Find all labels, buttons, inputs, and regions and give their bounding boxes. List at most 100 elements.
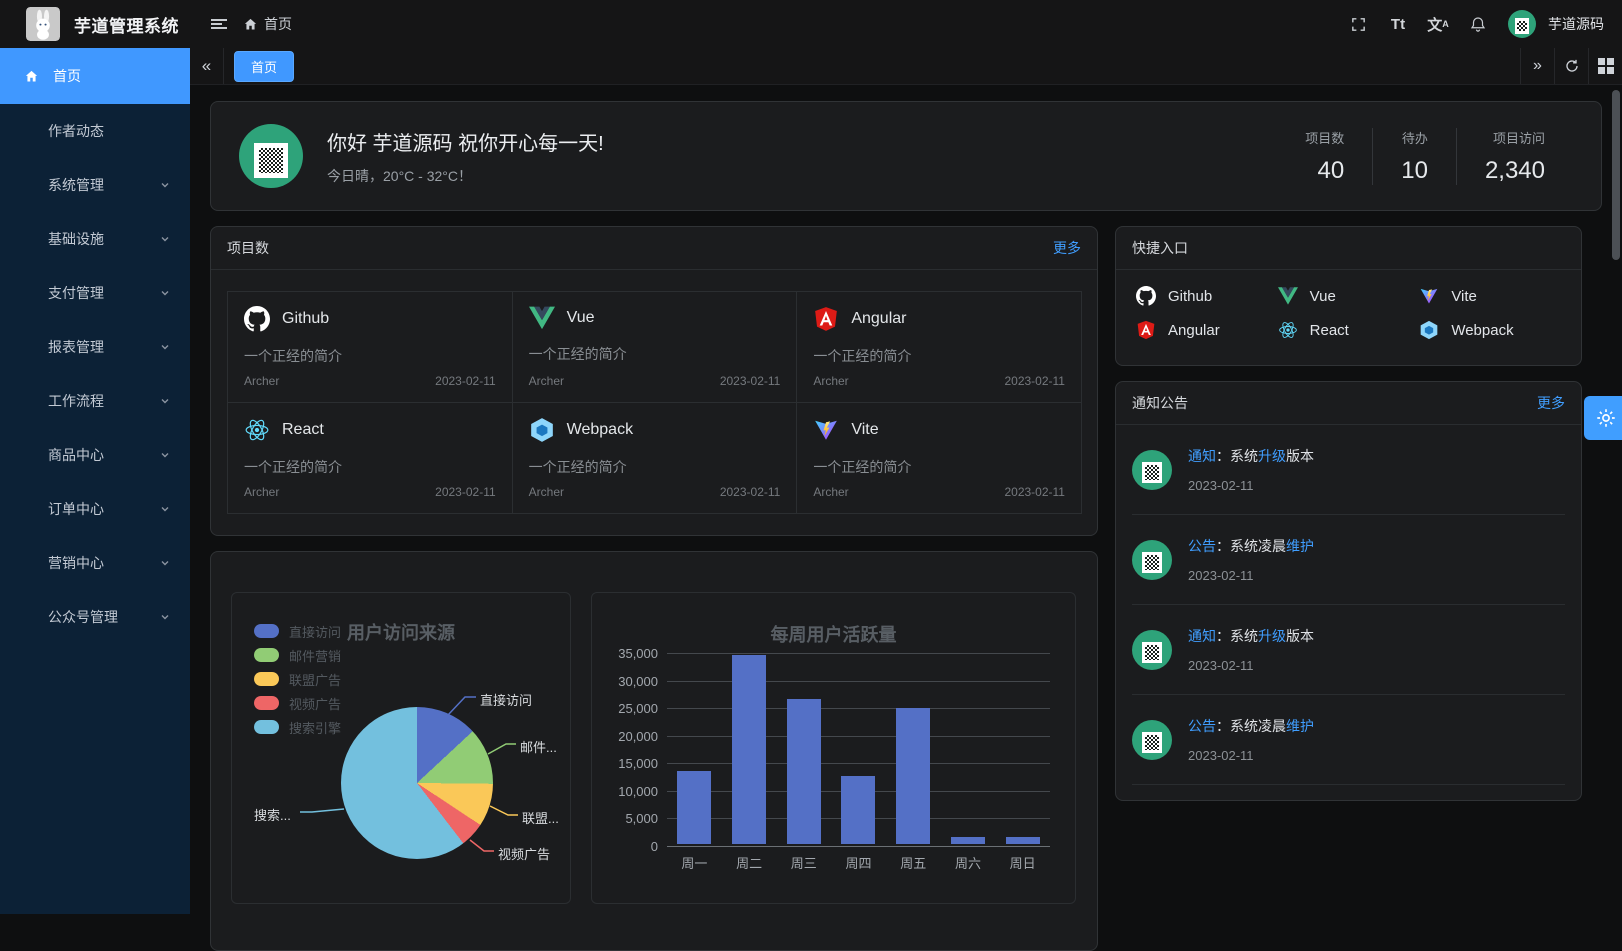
- vite-icon: [1419, 286, 1439, 306]
- bar-chart-panel: 每周用户活跃量 35,000 30,000 25,000 20,000 15,0…: [591, 592, 1076, 904]
- notices-card: 通知公告 更多 通知：系统升级版本 2023-02-11 公告：系统凌晨维护 2…: [1115, 381, 1582, 801]
- bar-thu: [841, 776, 875, 844]
- sidebar-item-wechat[interactable]: 公众号管理: [0, 590, 190, 644]
- notice-item[interactable]: 公告：系统凌晨维护 2023-02-11: [1132, 695, 1565, 785]
- collapse-tabs-icon[interactable]: «: [190, 48, 224, 84]
- bar-fri: [896, 708, 930, 844]
- pie-label: 视频广告: [498, 844, 550, 863]
- pie-label: 搜索...: [254, 805, 291, 824]
- stats: 项目数 40 待办 10 项目访问 2,340: [1277, 128, 1573, 185]
- welcome-title: 你好 芋道源码 祝你开心每一天!: [327, 127, 604, 156]
- shortcuts-card: 快捷入口 Github Vue Vite Angular React Webpa…: [1115, 226, 1582, 366]
- layout-grid-icon[interactable]: [1588, 48, 1622, 84]
- sidebar: 首页 作者动态 系统管理 基础设施 支付管理 报表管理 工作流程 商品中心 订单…: [0, 48, 190, 914]
- notices-more-link[interactable]: 更多: [1537, 393, 1565, 413]
- y-tick: 0: [606, 839, 658, 854]
- chevron-down-icon: [160, 234, 170, 244]
- welcome-avatar: [239, 124, 303, 188]
- sidebar-item-home[interactable]: 首页: [0, 48, 190, 104]
- sidebar-item-workflow[interactable]: 工作流程: [0, 374, 190, 428]
- user-name[interactable]: 芋道源码: [1548, 14, 1604, 34]
- vue-icon: [529, 306, 555, 330]
- sidebar-item-report[interactable]: 报表管理: [0, 320, 190, 374]
- home-icon: [24, 69, 39, 84]
- sidebar-item-infra[interactable]: 基础设施: [0, 212, 190, 266]
- chevron-down-icon: [160, 180, 170, 190]
- tab-home[interactable]: 首页: [234, 51, 294, 82]
- sidebar-item-order[interactable]: 订单中心: [0, 482, 190, 536]
- notice-avatar: [1132, 450, 1172, 490]
- menu-fold-icon[interactable]: [201, 0, 237, 48]
- vue-icon: [1278, 287, 1298, 305]
- chevron-down-icon: [160, 504, 170, 514]
- chevron-down-icon: [160, 450, 170, 460]
- react-icon: [244, 417, 270, 443]
- fullscreen-icon[interactable]: [1340, 0, 1376, 48]
- notice-item[interactable]: 通知：系统升级版本 2023-02-11: [1132, 605, 1565, 695]
- sidebar-item-product[interactable]: 商品中心: [0, 428, 190, 482]
- welcome-subtitle: 今日晴，20°C - 32°C！: [327, 166, 604, 186]
- webpack-icon: [1419, 320, 1439, 340]
- projects-more-link[interactable]: 更多: [1053, 238, 1081, 258]
- app-logo[interactable]: [26, 7, 60, 41]
- sidebar-item-pay[interactable]: 支付管理: [0, 266, 190, 320]
- bar-chart: [667, 651, 1050, 844]
- font-size-icon[interactable]: Tt: [1380, 0, 1416, 48]
- chevron-down-icon: [160, 396, 170, 406]
- bar-tue: [732, 655, 766, 844]
- sidebar-item-author[interactable]: 作者动态: [0, 104, 190, 158]
- vertical-scrollbar[interactable]: [1612, 90, 1620, 260]
- y-tick: 25,000: [606, 701, 658, 716]
- shortcut-vite[interactable]: Vite: [1419, 286, 1561, 306]
- pie-chart-panel: 用户访问来源 直接访问 邮件营销 联盟广告 视频广告 搜索引擎 直接访问 邮件.…: [231, 592, 571, 904]
- pie-label: 直接访问: [480, 690, 532, 709]
- main-content: 你好 芋道源码 祝你开心每一天! 今日晴，20°C - 32°C！ 项目数 40…: [190, 85, 1622, 914]
- notice-item[interactable]: 公告：系统凌晨维护 2023-02-11: [1132, 515, 1565, 605]
- gear-icon: [1595, 407, 1617, 429]
- y-tick: 5,000: [606, 811, 658, 826]
- sidebar-item-marketing[interactable]: 营销中心: [0, 536, 190, 590]
- refresh-icon[interactable]: [1554, 48, 1588, 84]
- sidebar-item-system[interactable]: 系统管理: [0, 158, 190, 212]
- home-icon: [243, 17, 258, 32]
- shortcut-vue[interactable]: Vue: [1278, 286, 1420, 306]
- breadcrumb-home[interactable]: 首页: [264, 14, 292, 34]
- chevron-down-icon: [160, 612, 170, 622]
- angular-icon: [1136, 320, 1156, 340]
- pie-label: 邮件...: [520, 737, 557, 756]
- user-avatar[interactable]: [1508, 10, 1536, 38]
- y-tick: 20,000: [606, 729, 658, 744]
- vite-icon: [813, 417, 839, 443]
- expand-tabs-icon[interactable]: »: [1520, 48, 1554, 84]
- breadcrumb[interactable]: 首页: [243, 14, 292, 34]
- projects-title: 项目数: [227, 238, 269, 258]
- y-tick: 10,000: [606, 784, 658, 799]
- shortcut-angular[interactable]: Angular: [1136, 320, 1278, 340]
- stat-todo: 待办 10: [1372, 128, 1456, 185]
- bell-icon[interactable]: [1460, 0, 1496, 48]
- chevron-down-icon: [160, 288, 170, 298]
- welcome-card: 你好 芋道源码 祝你开心每一天! 今日晴，20°C - 32°C！ 项目数 40…: [210, 101, 1602, 211]
- stat-projects: 项目数 40: [1277, 128, 1372, 185]
- notice-item[interactable]: 通知：系统升级版本 2023-02-11: [1132, 425, 1565, 515]
- notice-avatar: [1132, 630, 1172, 670]
- stat-visits: 项目访问 2,340: [1456, 128, 1573, 185]
- y-tick: 30,000: [606, 674, 658, 689]
- x-axis-labels: 周一周二 周三周四 周五周六 周日: [667, 853, 1050, 872]
- bar-sun: [1006, 837, 1040, 844]
- shortcuts-title: 快捷入口: [1132, 238, 1188, 258]
- shortcut-github[interactable]: Github: [1136, 286, 1278, 306]
- webpack-icon: [529, 417, 555, 443]
- shortcut-react[interactable]: React: [1278, 320, 1420, 340]
- settings-gear-button[interactable]: [1584, 396, 1622, 440]
- shortcut-webpack[interactable]: Webpack: [1419, 320, 1561, 340]
- chevron-down-icon: [160, 342, 170, 352]
